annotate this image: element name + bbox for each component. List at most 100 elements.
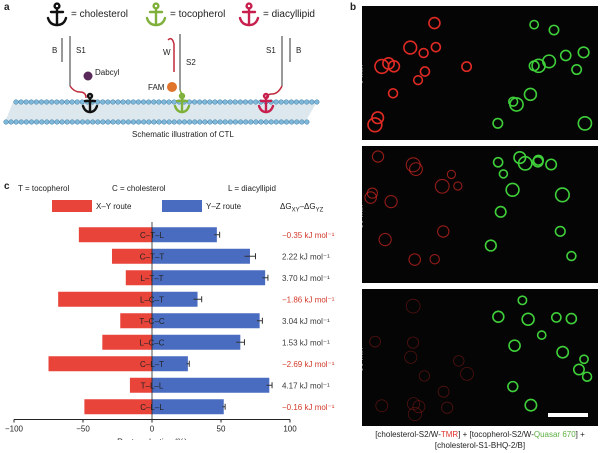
label-s1-right: S1	[266, 46, 276, 55]
delta-g-value: 2.22 kJ mol⁻¹	[282, 252, 330, 261]
bar-yz	[152, 399, 224, 415]
lipid-head	[253, 99, 259, 105]
lipid-head	[135, 99, 141, 105]
cell-red	[382, 57, 395, 70]
lipid-head	[95, 119, 101, 125]
cell-green	[507, 380, 519, 393]
def-cholesterol: C = cholesterol	[112, 184, 166, 193]
cell-red	[375, 399, 389, 413]
lipid-head	[28, 99, 34, 105]
lipid-head	[283, 119, 290, 125]
cell-red	[412, 400, 426, 414]
lipid-head	[44, 119, 50, 125]
label-s2: S2	[186, 58, 196, 67]
cell-green	[531, 58, 546, 74]
lipid-head	[110, 99, 116, 105]
bar-xy	[58, 291, 152, 307]
legend-diacyllipid	[236, 2, 262, 33]
lipid-head	[217, 119, 223, 125]
cell-red	[446, 169, 457, 180]
legend-diacyllipid-text: = diacyllipid	[263, 9, 315, 20]
lipid-head	[171, 99, 177, 105]
lipid-head	[105, 119, 111, 125]
cell-red	[404, 350, 418, 364]
delta-g-sub-xy: XY	[291, 207, 300, 214]
lipid-head	[197, 99, 203, 105]
cell-red	[430, 41, 442, 53]
lipid-head	[222, 99, 228, 105]
time-label-30: 30 min	[355, 204, 365, 229]
cell-green	[550, 311, 562, 323]
cell-green	[517, 295, 528, 306]
cell-red	[453, 355, 465, 367]
lipid-head	[23, 119, 29, 125]
error-bar	[186, 360, 190, 367]
lipid-head	[110, 119, 116, 125]
lipid-head	[85, 119, 91, 125]
micrograph-0min	[362, 6, 598, 140]
lipid-head	[90, 119, 96, 125]
anchor-icon	[46, 2, 68, 27]
lipid-head	[130, 99, 136, 105]
schematic-caption: Schematic illustration of CTL	[132, 130, 234, 139]
lipid-head	[125, 119, 131, 125]
lipid-head	[299, 99, 305, 105]
cell-green	[509, 97, 524, 112]
lipid-head	[227, 99, 233, 105]
cell-red	[437, 385, 450, 398]
lipid-head	[197, 119, 203, 125]
lipid-head	[273, 99, 279, 105]
lipid-head	[314, 99, 320, 105]
lipid-head	[39, 119, 45, 125]
panel-a-letter: a	[4, 2, 10, 13]
lipid-head	[115, 99, 121, 105]
lipid-head	[253, 119, 259, 125]
lipid-head	[49, 119, 55, 125]
bar-xy	[84, 399, 152, 415]
delta-g-value: −0.16 kJ mol⁻¹	[282, 403, 335, 412]
delta-g-text: ΔG	[280, 202, 292, 211]
panel-b-letter: b	[350, 2, 357, 13]
lipid-head	[33, 99, 39, 105]
cell-red	[409, 162, 423, 177]
delta-g-value: −2.69 kJ mol⁻¹	[282, 360, 335, 369]
bar-yz	[152, 248, 250, 264]
lipid-head	[59, 119, 65, 125]
legend-yz-label: Y–Z route	[206, 202, 242, 211]
legend-xy-label: X–Y route	[96, 202, 132, 211]
lipid-head	[161, 119, 167, 125]
cell-green	[559, 49, 572, 62]
cell-red	[408, 253, 422, 266]
lipid-head	[130, 119, 137, 125]
lipid-head	[176, 119, 182, 125]
cell-red	[387, 88, 399, 99]
lipid-head	[309, 99, 315, 105]
lipid-head	[278, 99, 284, 105]
lipid-head	[207, 99, 213, 105]
route-selection-chart: C–T–L −0.35 kJ mol⁻¹C–T–T 2.22 kJ mol⁻¹L–T…	[5, 222, 335, 441]
lipid-head	[74, 119, 80, 125]
cell-green	[545, 158, 558, 171]
bar-xy	[102, 334, 152, 350]
cell-field	[367, 16, 593, 133]
lipid-head	[146, 99, 152, 105]
x-tick-label: 50	[217, 425, 226, 434]
cell-field	[364, 150, 577, 266]
lipid-head	[166, 99, 172, 105]
x-axis-label: Route selection (%)	[117, 438, 187, 441]
cell-green	[498, 169, 509, 179]
error-bar	[193, 296, 203, 303]
cell-red	[453, 181, 463, 191]
cell-red	[405, 298, 421, 314]
x-tick-label: 100	[283, 425, 297, 434]
cell-green	[548, 24, 560, 36]
lipid-head	[232, 119, 239, 125]
cell-green	[579, 354, 589, 365]
cell-red	[378, 232, 392, 247]
lipid-head	[28, 119, 35, 125]
cell-red	[364, 191, 377, 204]
lipid-head	[115, 119, 121, 125]
cell-red	[429, 253, 440, 265]
lipid-head	[242, 99, 249, 105]
cell-green	[554, 187, 570, 203]
